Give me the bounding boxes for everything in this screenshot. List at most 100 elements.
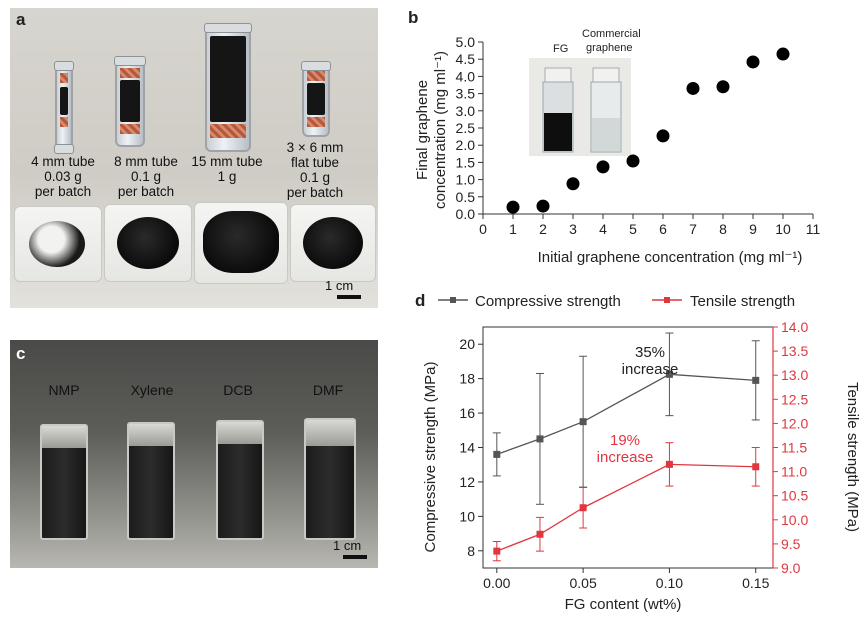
tube-label-15mm: 15 mm tube 1 g xyxy=(191,154,263,184)
inset-label-commercial: Commercial xyxy=(582,28,641,40)
chart-b-point xyxy=(656,129,670,143)
chart-b-point xyxy=(746,55,760,69)
chart-d-ytick-right-label: 9.5 xyxy=(781,536,801,552)
chart-b-ytick-label: 5.0 xyxy=(456,34,476,50)
solvent-label-dmf: DMF xyxy=(312,382,344,398)
chart-d-xlabel: FG content (wt%) xyxy=(565,596,682,613)
chart-b-ytick-label: 1.0 xyxy=(456,172,476,188)
chart-b-axes: 0 1 2 3 4 5 6 7 8 9 10 11 0.00.51.0 1.52.02.53.03.5 4.… xyxy=(456,34,821,237)
chart-b-ytick-label: 0.0 xyxy=(456,206,476,222)
chart-b-xtick-label: 3 xyxy=(569,221,577,237)
panel-label-d: d xyxy=(415,291,426,310)
chart-d-ytick-right-label: 9.0 xyxy=(781,560,801,576)
tube-label-8mm: 8 mm tube 0.1 g per batch xyxy=(114,154,178,199)
dish-2 xyxy=(104,204,192,282)
chart-b-xlabel: Initial graphene concentration (mg ml⁻¹) xyxy=(538,249,803,266)
chart-b-point xyxy=(506,200,520,214)
legend-compressive: Compressive strength xyxy=(475,293,621,310)
scale-bar-a xyxy=(337,295,361,299)
chart-b-xtick-label: 11 xyxy=(806,221,821,237)
chart-b-xtick-label: 0 xyxy=(479,221,487,237)
chart-d-ytick-right-label: 14.0 xyxy=(781,319,808,335)
chart-d-point xyxy=(752,463,760,471)
tube-8mm xyxy=(114,56,146,147)
chart-d-ylabel-right: Tensile strength (MPa) xyxy=(844,382,861,532)
chart-b-xtick-label: 6 xyxy=(659,221,667,237)
solvent-label-dcb: DCB xyxy=(223,382,253,398)
annotation-19-line2: increase xyxy=(597,449,654,466)
inset-label-fg: FG xyxy=(553,43,568,55)
chart-d-point xyxy=(536,435,544,443)
panel-label-b: b xyxy=(408,8,419,27)
chart-b: 0 1 2 3 4 5 6 7 8 9 10 11 0.00.51.0 1.52.02.53.03.5 4.… xyxy=(414,28,821,266)
chart-d-ytick-right-label: 13.0 xyxy=(781,367,808,383)
chart-d-ytick-right-label: 12.5 xyxy=(781,391,808,407)
chart-d-xtick-label: 0.00 xyxy=(483,575,510,591)
chart-d-legend: Compressive strength Tensile strength xyxy=(438,293,795,310)
chart-d-ytick-left-label: 18 xyxy=(459,371,475,387)
chart-b-xtick-label: 10 xyxy=(775,221,791,237)
chart-d-xtick-label: 0.15 xyxy=(742,575,769,591)
annotation-19-line1: 19% xyxy=(610,432,640,449)
scale-label-a: 1 cm xyxy=(325,278,354,293)
chart-d-ytick-left-label: 12 xyxy=(459,474,475,490)
chart-d-ytick-left-label: 20 xyxy=(459,336,475,352)
chart-d-ytick-right-label: 12.0 xyxy=(781,415,808,431)
chart-d-point xyxy=(752,376,760,384)
scale-label-c: 1 cm xyxy=(333,538,362,553)
chart-d-ylabel-left: Compressive strength (MPa) xyxy=(422,362,439,553)
cuvette-dmf xyxy=(304,418,356,540)
chart-d-point xyxy=(665,460,673,468)
chart-b-points xyxy=(506,47,790,214)
chart-d-axes: 0.00 0.05 0.10 0.15 8 10 12 14 16 18 20 9.0 9.5 10.0 1… xyxy=(459,319,808,591)
chart-b-ytick-label: 4.5 xyxy=(456,51,476,67)
chart-b-ytick-label: 4.0 xyxy=(456,68,476,84)
inset-label-graphene: graphene xyxy=(586,42,633,54)
panel-label-a: a xyxy=(16,10,26,29)
chart-d-point xyxy=(579,504,587,512)
chart-d-ytick-left-label: 10 xyxy=(459,508,475,524)
chart-b-ylabel-line1: Final graphene xyxy=(414,80,431,180)
chart-b-point xyxy=(596,160,610,174)
legend-tensile: Tensile strength xyxy=(690,293,795,310)
chart-b-xtick-label: 9 xyxy=(749,221,757,237)
chart-b-xtick-label: 2 xyxy=(539,221,547,237)
cuvette-dcb xyxy=(216,420,264,540)
chart-d-ytick-right-label: 10.5 xyxy=(781,488,808,504)
tube-flat xyxy=(301,61,331,137)
chart-b-xtick-label: 7 xyxy=(689,221,697,237)
chart-b-ytick-label: 1.5 xyxy=(456,154,476,170)
tube-15mm xyxy=(204,23,252,152)
chart-b-ytick-label: 2.0 xyxy=(456,137,476,153)
chart-d-xtick-label: 0.05 xyxy=(569,575,596,591)
chart-d-point xyxy=(536,530,544,538)
chart-d-ytick-left-label: 14 xyxy=(459,440,475,456)
chart-d-ytick-right-label: 11.0 xyxy=(781,464,807,480)
chart-b-point xyxy=(626,154,640,168)
chart-b-inset-photo xyxy=(529,58,631,156)
chart-b-ytick-label: 3.0 xyxy=(456,103,476,119)
chart-d-point xyxy=(665,370,673,378)
solvent-label-nmp: NMP xyxy=(48,382,80,398)
tube-label-4mm: 4 mm tube 0.03 g per batch xyxy=(31,154,95,199)
chart-b-xtick-label: 4 xyxy=(599,221,607,237)
panel-label-c: c xyxy=(16,344,26,363)
chart-d-point xyxy=(493,547,501,555)
cuvette-xylene xyxy=(127,422,175,540)
chart-b-ytick-label: 3.5 xyxy=(456,86,476,102)
tube-4mm xyxy=(54,61,74,154)
chart-d: Compressive strength Tensile strength 0.… xyxy=(422,293,861,613)
chart-b-point xyxy=(716,80,730,94)
chart-b-ytick-label: 2.5 xyxy=(456,120,476,136)
dish-1 xyxy=(14,206,102,282)
chart-d-point xyxy=(493,450,501,458)
annotation-35-line1: 35% xyxy=(635,344,665,361)
chart-b-point xyxy=(566,177,580,191)
chart-b-point xyxy=(686,81,700,95)
solvent-label-xylene: Xylene xyxy=(130,382,174,398)
chart-d-point xyxy=(579,418,587,426)
chart-b-xtick-label: 5 xyxy=(629,221,637,237)
cuvette-nmp xyxy=(40,424,88,540)
chart-b-ylabel-line2: concentration (mg ml⁻¹) xyxy=(432,51,449,209)
